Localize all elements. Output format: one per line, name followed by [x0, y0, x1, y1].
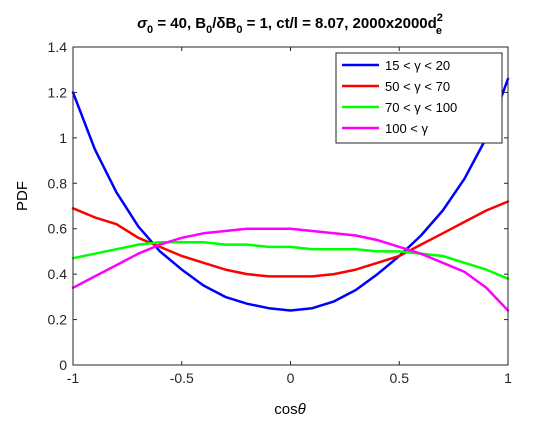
y-tick-label: 1: [59, 130, 67, 146]
x-axis-label-theta: θ: [298, 401, 306, 418]
plot-frame: [72, 46, 509, 366]
y-tick-label: 1.2: [48, 84, 68, 100]
title-d-sup: 2: [437, 12, 443, 24]
legend: 15 < γ < 20 50 < γ < 70 70 < γ < 100 100 < …: [335, 52, 503, 144]
series-layer: [71, 77, 510, 312]
x-axis-label-text: cos: [274, 401, 297, 418]
chart-title: σ0 = 40, B0/δB0 = 1, ct/l = 8.07, 2000x2…: [137, 12, 443, 37]
x-tick-label: 1: [504, 370, 512, 386]
series-line-4: [71, 227, 510, 312]
legend-label-1: 15 < γ < 20: [385, 58, 450, 73]
legend-label-4: 100 < γ: [385, 121, 429, 136]
series-line-3: [71, 241, 510, 280]
x-tick-label: -0.5: [170, 370, 194, 386]
title-part-3: = 1, ct/l = 8.07, 2000x2000d: [242, 15, 436, 32]
title-sigma-sub: 0: [147, 24, 153, 36]
title-b2-sub: 0: [236, 24, 242, 36]
title-sigma: σ: [137, 15, 148, 32]
x-tick-label: -1: [67, 370, 80, 386]
series-line-1: [71, 77, 510, 312]
title-part-2: /δB: [212, 15, 236, 32]
y-tick-label: 0.4: [48, 266, 68, 282]
ticks-layer: -1 -0.5 0 0.5 1 0 0.2 0.4 0.6 0.8 1 1.2 1.4: [48, 39, 513, 386]
y-tick-label: 0.2: [48, 312, 68, 328]
x-tick-label: 0.5: [390, 370, 410, 386]
y-tick-label: 0: [59, 357, 67, 373]
y-tick-label: 0.6: [48, 221, 68, 237]
y-tick-label: 1.4: [48, 39, 68, 55]
x-tick-label: 0: [287, 370, 295, 386]
series-line-2: [71, 200, 510, 278]
title-b-sub: 0: [206, 24, 212, 36]
title-d-sub: e: [436, 25, 442, 37]
title-part-1: = 40, B: [153, 15, 206, 32]
y-axis-label: PDF: [14, 181, 31, 211]
y-tick-label: 0.8: [48, 175, 68, 191]
x-axis-label: cosθ: [274, 401, 305, 418]
legend-label-3: 70 < γ < 100: [385, 100, 457, 115]
legend-label-2: 50 < γ < 70: [385, 79, 450, 94]
